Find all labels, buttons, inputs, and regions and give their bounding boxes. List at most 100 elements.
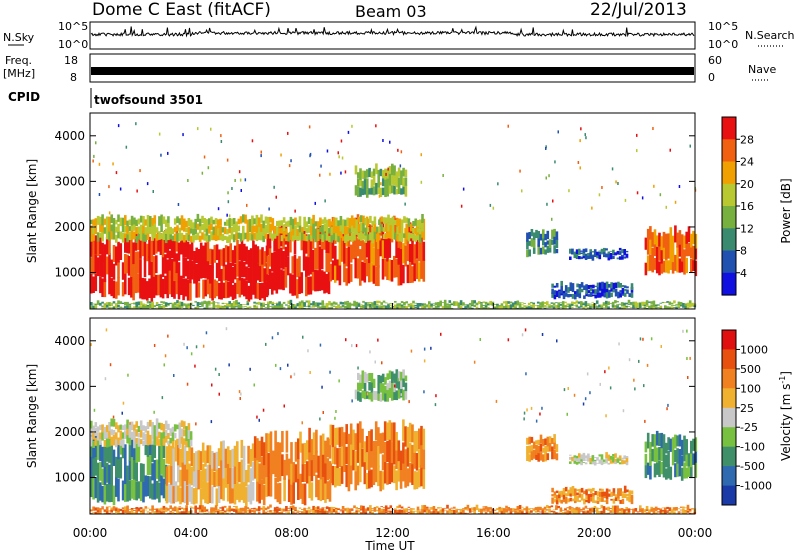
heatmap-cell xyxy=(564,508,567,511)
heatmap-cell xyxy=(115,305,118,308)
heatmap-cell xyxy=(298,273,301,294)
heatmap-cell xyxy=(507,512,510,514)
heatmap-cell xyxy=(546,202,548,206)
heatmap-cell xyxy=(235,509,238,513)
heatmap-cell xyxy=(344,305,347,309)
heatmap-cell xyxy=(687,453,691,467)
heatmap-cell xyxy=(595,510,599,514)
heatmap-cell xyxy=(128,459,132,480)
heatmap-cell xyxy=(223,510,227,512)
heatmap-cell xyxy=(135,461,138,482)
heatmap-cell xyxy=(203,224,206,233)
heatmap-cell xyxy=(674,463,677,478)
heatmap-cell xyxy=(611,508,615,513)
heatmap-cell xyxy=(121,226,125,233)
heatmap-cell xyxy=(377,169,380,178)
heatmap-cell xyxy=(139,420,143,431)
heatmap-cell xyxy=(152,256,156,277)
heatmap-cell xyxy=(364,509,368,512)
heatmap-cell xyxy=(237,510,241,514)
heatmap-cell xyxy=(142,216,145,226)
heatmap-cell xyxy=(679,511,683,513)
heatmap-cell xyxy=(555,490,559,493)
heatmap-cell xyxy=(598,193,601,197)
heatmap-cell xyxy=(271,301,275,304)
heatmap-cell xyxy=(655,246,659,262)
heatmap-cell xyxy=(242,214,245,223)
heatmap-cell xyxy=(262,220,265,229)
heatmap-cell xyxy=(205,219,209,229)
heatmap-cell xyxy=(121,425,125,430)
heatmap-cell xyxy=(356,442,360,463)
heatmap-cell xyxy=(208,225,211,234)
heatmap-cell xyxy=(366,306,370,308)
heatmap-cell xyxy=(201,215,204,223)
heatmap-cell xyxy=(351,344,353,348)
heatmap-cell xyxy=(652,300,656,306)
heatmap-cell xyxy=(194,218,197,229)
heatmap-cell xyxy=(228,363,230,367)
heatmap-cell xyxy=(308,427,311,453)
heatmap-cell xyxy=(541,508,545,511)
heatmap-cell xyxy=(160,304,163,305)
heatmap-cell xyxy=(90,420,93,429)
heatmap-cell xyxy=(560,492,563,498)
heatmap-cell xyxy=(455,509,458,513)
heatmap-cell xyxy=(103,261,107,283)
heatmap-cell xyxy=(246,203,248,207)
heatmap-cell xyxy=(584,306,588,308)
heatmap-cell xyxy=(661,509,665,512)
heatmap-cell xyxy=(153,430,157,440)
heatmap-cell xyxy=(110,214,113,224)
heatmap-cell xyxy=(507,124,509,128)
heatmap-cell xyxy=(398,509,402,514)
heatmap-cell xyxy=(247,484,250,502)
heatmap-cell xyxy=(146,300,150,304)
heatmap-cell xyxy=(368,469,371,489)
heatmap-cell xyxy=(196,306,200,308)
heatmap-cell xyxy=(386,186,389,197)
heatmap-cell xyxy=(400,512,404,514)
heatmap-cell xyxy=(634,508,638,512)
heatmap-cell xyxy=(187,231,191,242)
heatmap-cell xyxy=(536,506,540,510)
heatmap-cell xyxy=(558,498,561,503)
heatmap-cell xyxy=(493,306,497,309)
heatmap-cell xyxy=(440,332,442,336)
heatmap-cell xyxy=(314,304,318,307)
heatmap-cell xyxy=(422,449,426,470)
heatmap-cell xyxy=(285,221,288,228)
heatmap-cell xyxy=(388,420,392,440)
heatmap-cell xyxy=(571,283,575,289)
heatmap-cell xyxy=(377,391,380,401)
heatmap-cell xyxy=(598,251,602,255)
heatmap-cell xyxy=(291,510,295,512)
heatmap-cell xyxy=(108,510,111,512)
x-tick-label: 08:00 xyxy=(274,526,309,540)
heatmap-cell xyxy=(406,264,410,284)
heatmap-cell xyxy=(408,463,412,483)
colorbar-tick-label: -500 xyxy=(740,460,765,473)
heatmap-cell xyxy=(384,511,388,514)
heatmap-cell xyxy=(569,461,572,464)
heatmap-cell xyxy=(610,282,613,289)
heatmap-cell xyxy=(226,484,230,502)
heatmap-cell xyxy=(493,512,497,514)
heatmap-cell xyxy=(218,392,220,396)
heatmap-cell xyxy=(677,511,681,514)
heatmap-cell xyxy=(592,289,595,294)
heatmap-cell xyxy=(473,360,476,364)
heatmap-cell xyxy=(279,367,282,371)
heatmap-cell xyxy=(543,512,547,514)
heatmap-cell xyxy=(248,223,252,233)
heatmap-cell xyxy=(161,396,164,400)
heatmap-cell xyxy=(674,254,677,271)
heatmap-cell xyxy=(380,510,383,514)
heatmap-cell xyxy=(142,463,145,482)
heatmap-cell xyxy=(338,467,342,487)
heatmap-cell xyxy=(654,512,658,514)
heatmap-cell xyxy=(298,512,302,514)
heatmap-cell xyxy=(332,233,336,241)
heatmap-cell xyxy=(276,302,279,304)
